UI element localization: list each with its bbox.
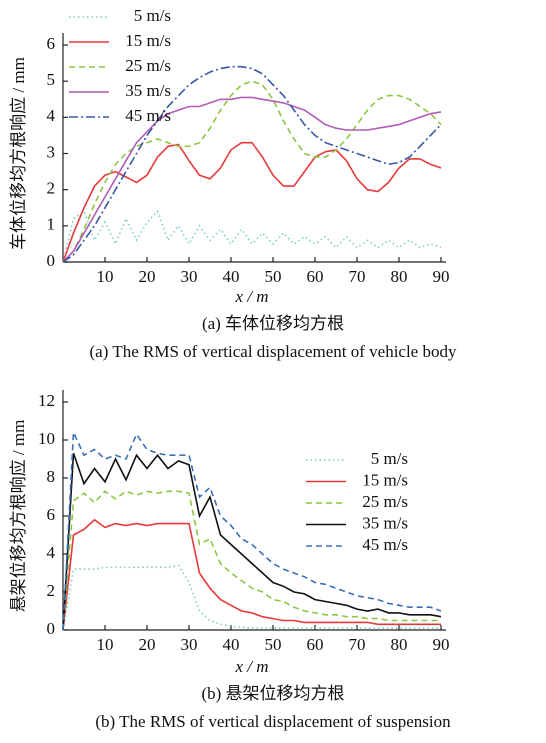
- series-line: [62, 65, 442, 263]
- x-axis-label: x / m: [234, 657, 268, 676]
- series-line: [62, 518, 441, 631]
- x-tick-label: 60: [307, 635, 324, 654]
- x-tick-label: 70: [349, 635, 366, 654]
- legend-label: 5 m/s: [134, 6, 171, 25]
- y-tick-label: 4: [47, 106, 56, 125]
- y-tick-label: 0: [47, 251, 56, 270]
- y-tick-label: 6: [47, 505, 56, 524]
- caption-en: (a) The RMS of vertical displacement of …: [90, 342, 457, 361]
- x-tick-label: 30: [181, 635, 198, 654]
- y-axis-label: 悬架位移均方根响应 / mm: [9, 420, 28, 613]
- x-tick-label: 40: [223, 267, 240, 286]
- series-line: [62, 490, 441, 631]
- legend-label: 45 m/s: [362, 535, 408, 554]
- series-line: [62, 209, 442, 263]
- series-line: [62, 432, 442, 631]
- y-tick-label: 3: [47, 142, 56, 161]
- legend-label: 45 m/s: [125, 106, 171, 125]
- caption-zh: (a) 车体位移均方根: [202, 314, 344, 333]
- series-line: [62, 453, 442, 631]
- x-tick-label: 30: [181, 267, 198, 286]
- legend-label: 35 m/s: [362, 513, 408, 532]
- y-axis-label: 车体位移均方根响应 / mm: [9, 57, 28, 250]
- x-tick-label: 50: [265, 635, 282, 654]
- x-tick-label: 10: [97, 635, 114, 654]
- x-tick-label: 20: [139, 635, 156, 654]
- legend-label: 25 m/s: [125, 56, 171, 75]
- y-tick-label: 4: [47, 543, 56, 562]
- series-line: [62, 564, 441, 631]
- series-line: [62, 141, 442, 263]
- caption-zh: (b) 悬架位移均方根: [201, 684, 344, 703]
- y-tick-label: 10: [38, 429, 55, 448]
- legend-label: 15 m/s: [362, 470, 408, 489]
- x-tick-label: 40: [223, 635, 240, 654]
- x-tick-label: 10: [97, 267, 114, 286]
- legend-label: 35 m/s: [125, 81, 171, 100]
- x-tick-label: 20: [139, 267, 156, 286]
- series-line: [62, 80, 442, 263]
- y-tick-label: 1: [47, 215, 56, 234]
- x-tick-label: 80: [391, 267, 408, 286]
- x-tick-label: 90: [433, 267, 450, 286]
- x-tick-label: 70: [349, 267, 366, 286]
- y-tick-label: 0: [47, 619, 56, 638]
- x-tick-label: 50: [265, 267, 282, 286]
- legend-label: 25 m/s: [362, 492, 408, 511]
- x-axis-label: x / m: [234, 287, 268, 306]
- series-line: [62, 96, 442, 263]
- y-tick-label: 6: [47, 34, 56, 53]
- caption-en: (b) The RMS of vertical displacement of …: [95, 712, 451, 731]
- y-tick-label: 2: [47, 179, 56, 198]
- legend-label: 5 m/s: [371, 449, 408, 468]
- x-tick-label: 90: [433, 635, 450, 654]
- y-tick-label: 5: [47, 70, 56, 89]
- legend-label: 15 m/s: [125, 31, 171, 50]
- y-tick-label: 8: [47, 467, 56, 486]
- y-tick-label: 2: [47, 581, 56, 600]
- x-tick-label: 80: [391, 635, 408, 654]
- x-tick-label: 60: [307, 267, 324, 286]
- y-tick-label: 12: [38, 391, 55, 410]
